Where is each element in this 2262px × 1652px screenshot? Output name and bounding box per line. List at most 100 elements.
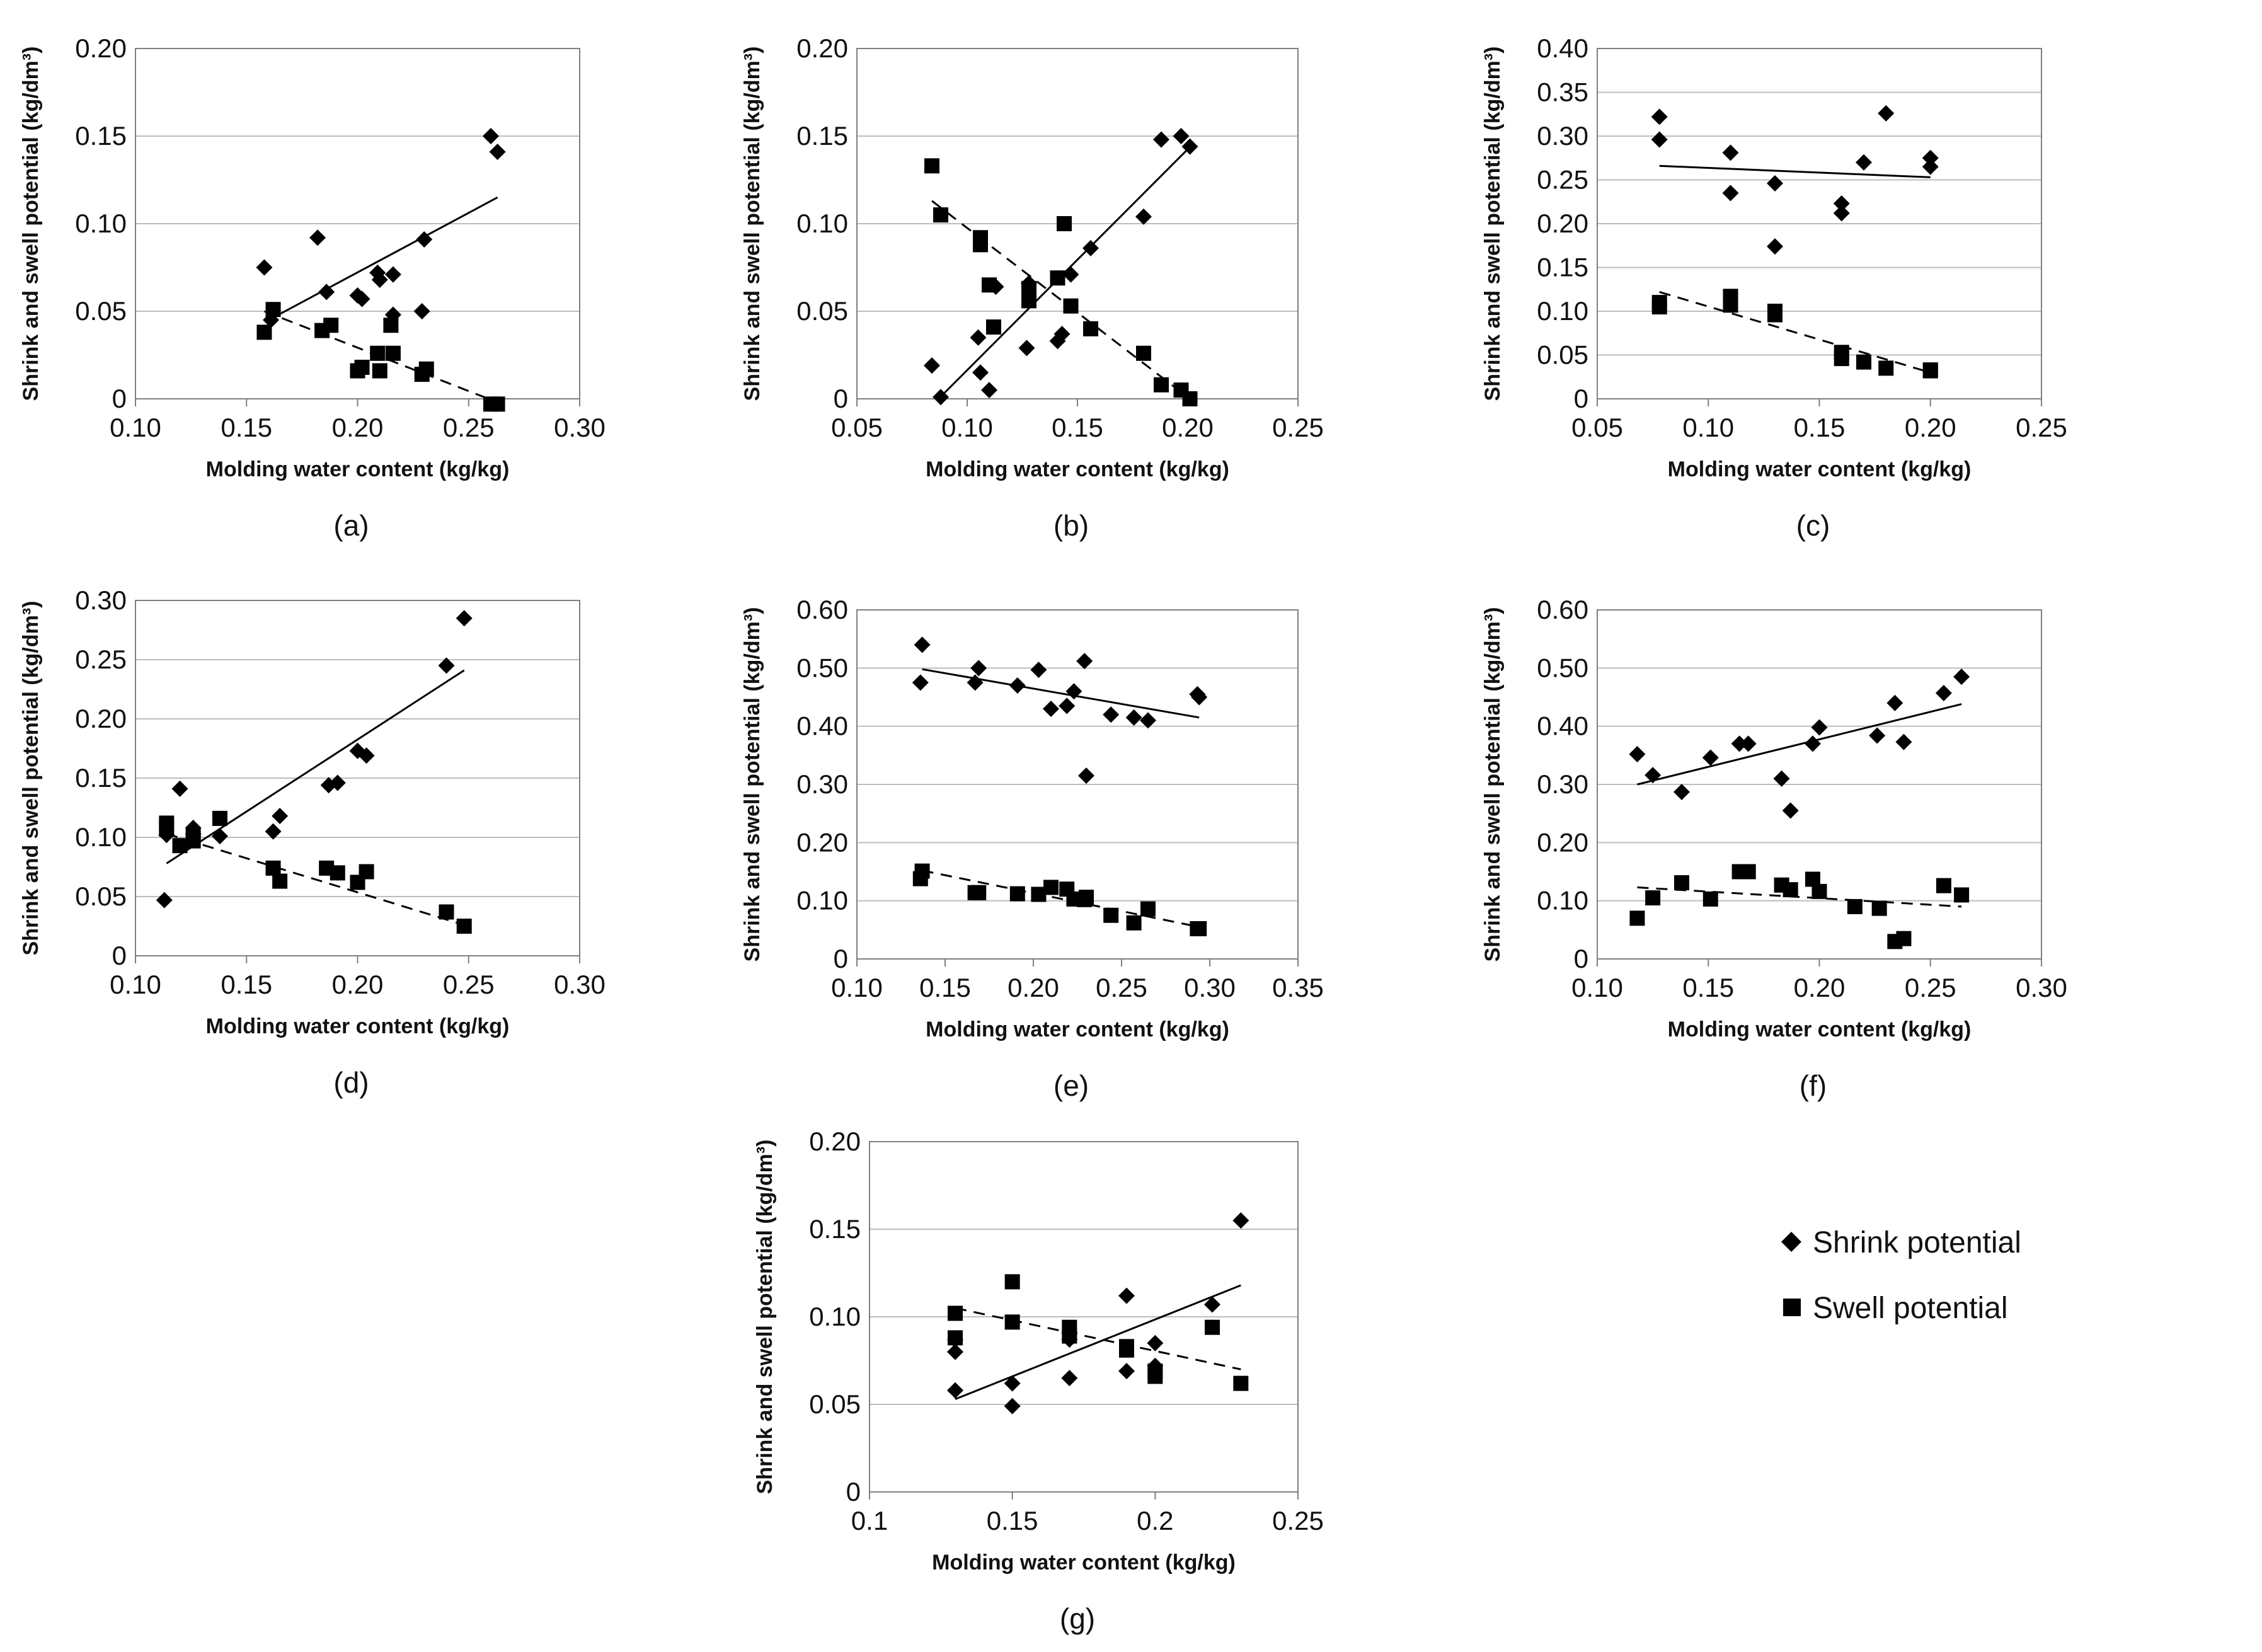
shrink-point xyxy=(1018,340,1035,357)
y-tick-label: 0.15 xyxy=(75,121,127,151)
swell-point xyxy=(354,359,370,375)
x-tick-label: 0.25 xyxy=(443,970,495,999)
swell-point xyxy=(1847,898,1863,914)
shrink-point xyxy=(1061,1370,1078,1387)
shrink-point xyxy=(924,357,940,374)
shrink-point xyxy=(1935,685,1952,702)
swell-trend-line xyxy=(166,832,465,926)
y-tick-label: 0 xyxy=(834,944,848,973)
y-axis-title: Shrink and swell potential (kg/dm³) xyxy=(19,601,43,956)
shrink-point xyxy=(1722,185,1739,202)
chart-panel-e: 00.100.200.300.400.500.600.10 0.15 0.20 0.2… xyxy=(740,595,1324,1102)
y-axis-title: Shrink and swell potential (kg/dm³) xyxy=(753,1140,777,1494)
swell-point xyxy=(185,833,201,849)
shrink-point xyxy=(970,660,987,677)
swell-point xyxy=(1191,921,1207,936)
x-tick-label: 0.15 xyxy=(221,970,272,999)
y-tick-label: 0.05 xyxy=(75,296,127,326)
swell-point xyxy=(359,864,374,880)
swell-point xyxy=(1043,880,1059,895)
swell-point xyxy=(924,158,939,174)
shrink-point xyxy=(1645,767,1662,784)
y-tick-label: 0.60 xyxy=(1537,595,1588,624)
x-axis-title: Molding water content (kg/kg) xyxy=(206,457,510,481)
shrink-point xyxy=(1953,668,1970,685)
x-tick-label: 0.15 xyxy=(1052,413,1103,442)
x-tick-label: 0.10 xyxy=(110,413,161,442)
shrink-point xyxy=(438,657,455,674)
swell-trend-line xyxy=(922,869,1200,928)
y-tick-label: 0.05 xyxy=(796,296,848,326)
shrink-point xyxy=(1173,128,1190,144)
y-tick-label: 0.10 xyxy=(1537,296,1588,326)
shrink-point xyxy=(384,266,401,283)
swell-point xyxy=(1629,910,1645,926)
swell-point xyxy=(914,863,930,879)
x-tick-label: 0.05 xyxy=(1571,413,1623,442)
x-tick-label: 0.30 xyxy=(554,970,606,999)
swell-point xyxy=(1062,1328,1077,1344)
swell-point xyxy=(159,821,175,837)
swell-point xyxy=(1057,216,1072,231)
shrink-point xyxy=(1053,326,1071,343)
shrink-point xyxy=(1811,719,1828,736)
swell-point xyxy=(1233,1375,1249,1391)
shrink-point xyxy=(1153,131,1169,148)
panel-label: (d) xyxy=(333,1066,369,1099)
shrink-point xyxy=(1767,238,1783,255)
shrink-point xyxy=(1181,138,1198,155)
x-axis-title: Molding water content (kg/kg) xyxy=(1668,457,1972,481)
chart-panel-g: 0 0.05 0.10 0.15 0.20 0.1 0.15 0.2 0.25 Molding w… xyxy=(753,1127,1324,1635)
swell-point xyxy=(973,237,988,253)
swell-point xyxy=(1740,864,1756,880)
x-tick-label: 0.25 xyxy=(1905,973,1956,1002)
shrink-point xyxy=(1922,149,1939,166)
x-tick-label: 0.30 xyxy=(554,413,606,442)
shrink-point xyxy=(967,674,984,691)
shrink-point xyxy=(1059,697,1076,714)
swell-point xyxy=(1645,890,1661,906)
swell-point xyxy=(1723,297,1738,313)
shrink-point xyxy=(1125,709,1142,726)
swell-point xyxy=(1126,915,1142,931)
swell-point xyxy=(1702,891,1718,907)
chart-panel-c: 00.050.100.150.200.250.300.350.400.05 0.1… xyxy=(1481,33,2067,542)
y-tick-label: 0.20 xyxy=(796,33,848,63)
swell-point xyxy=(265,302,281,318)
shrink-point xyxy=(1878,105,1895,122)
y-tick-label: 0.50 xyxy=(796,653,848,682)
chart-panel-a: 0 0.05 0.10 0.15 0.20 0.10 0.15 0.20 0.25 0.30 Mol… xyxy=(19,33,606,542)
y-tick-label: 0.20 xyxy=(75,33,127,63)
swell-point xyxy=(456,919,472,934)
x-tick-label: 0.15 xyxy=(221,413,272,442)
swell-point xyxy=(1079,890,1094,905)
y-tick-label: 0.30 xyxy=(796,769,848,799)
x-tick-label: 0.10 xyxy=(110,970,161,999)
swell-point xyxy=(986,319,1001,335)
shrink-point xyxy=(1651,131,1668,148)
shrink-point xyxy=(1673,784,1690,801)
shrink-point xyxy=(256,259,273,276)
shrink-point xyxy=(1009,677,1026,694)
swell-point xyxy=(1136,345,1151,361)
swell-point xyxy=(172,838,188,854)
y-tick-label: 0.25 xyxy=(75,645,127,674)
swell-point xyxy=(372,363,388,379)
shrink-point xyxy=(413,303,430,319)
y-tick-label: 0.40 xyxy=(796,711,848,741)
shrink-point xyxy=(1147,1334,1164,1351)
panel-label: (g) xyxy=(1060,1602,1095,1635)
x-axis-title: Molding water content (kg/kg) xyxy=(932,1551,1236,1575)
shrink-point xyxy=(1895,733,1912,750)
x-axis-title: Molding water content (kg/kg) xyxy=(926,1018,1229,1041)
y-tick-label: 0.25 xyxy=(1537,165,1588,195)
swell-point xyxy=(370,345,386,361)
x-tick-label: 0.25 xyxy=(1272,1506,1324,1535)
shrink-point xyxy=(156,892,173,909)
shrink-point xyxy=(358,747,375,764)
swell-point xyxy=(383,318,399,333)
panel-label: (e) xyxy=(1053,1069,1089,1102)
shrink-trend-line xyxy=(166,669,465,864)
swell-point xyxy=(490,396,505,412)
swell-point xyxy=(272,873,288,889)
